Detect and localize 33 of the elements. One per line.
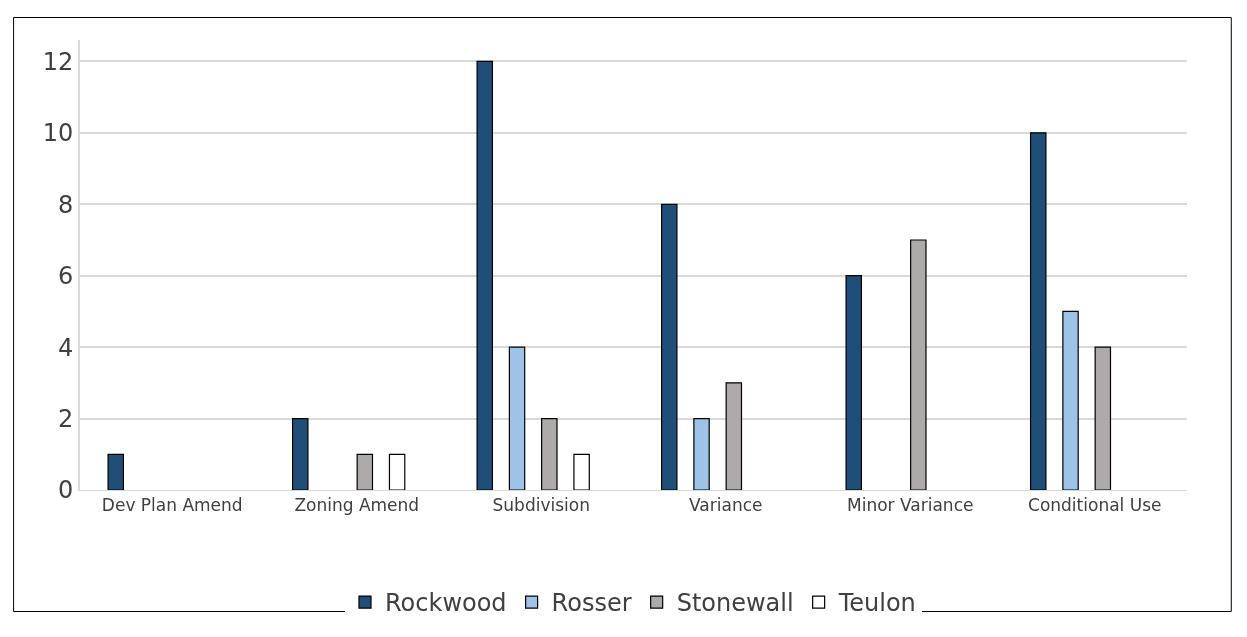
bar <box>388 453 406 490</box>
bar <box>1062 310 1079 490</box>
y-tick-label: 4 <box>57 333 74 362</box>
x-tick-label: Subdivision <box>492 495 590 516</box>
y-tick-label: 6 <box>57 262 74 291</box>
x-tick-label: Variance <box>689 495 763 516</box>
bar <box>725 382 743 490</box>
y-tick-label: 12 <box>42 47 74 76</box>
bar <box>291 417 309 490</box>
y-tick-label: 10 <box>42 119 74 148</box>
bar <box>107 453 125 490</box>
bar <box>845 275 863 490</box>
legend-label: Rosser <box>551 589 632 618</box>
legend-label: Teulon <box>837 589 916 618</box>
bar <box>508 346 526 490</box>
y-tick-label: 0 <box>57 476 74 505</box>
x-tick-label: Minor Variance <box>847 495 974 516</box>
bar <box>476 60 494 490</box>
bar <box>541 417 558 490</box>
bar <box>1029 132 1047 490</box>
y-tick-label: 8 <box>57 190 74 219</box>
bar <box>660 203 678 490</box>
bar <box>573 453 590 490</box>
legend-label: Rockwood <box>385 589 507 618</box>
x-tick-label: Conditional Use <box>1028 495 1162 516</box>
bar <box>1094 346 1112 490</box>
bar <box>910 239 927 490</box>
y-tick-label: 2 <box>57 404 74 433</box>
bar <box>693 417 710 490</box>
x-tick-label: Zoning Amend <box>294 495 420 516</box>
legend-label: Stonewall <box>676 589 794 618</box>
x-tick-label: Dev Plan Amend <box>101 495 243 516</box>
bar <box>356 453 374 490</box>
